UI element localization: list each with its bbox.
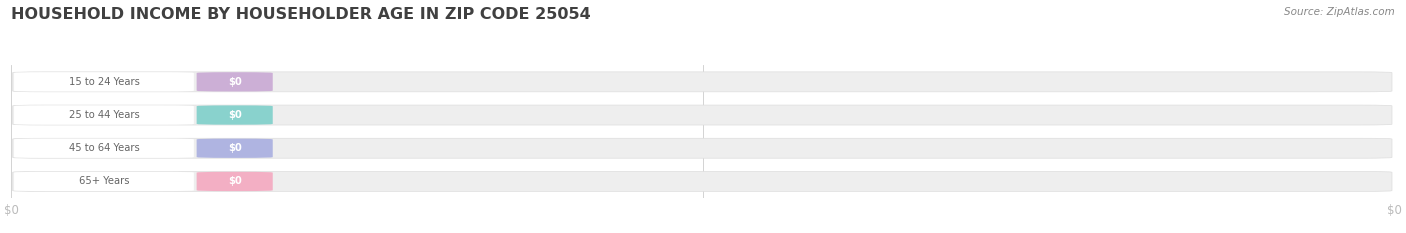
Text: $0: $0 <box>228 77 242 87</box>
Text: HOUSEHOLD INCOME BY HOUSEHOLDER AGE IN ZIP CODE 25054: HOUSEHOLD INCOME BY HOUSEHOLDER AGE IN Z… <box>11 7 591 22</box>
FancyBboxPatch shape <box>14 139 194 158</box>
FancyBboxPatch shape <box>14 72 194 92</box>
FancyBboxPatch shape <box>197 72 273 92</box>
FancyBboxPatch shape <box>13 105 1392 125</box>
Text: $0: $0 <box>228 110 242 120</box>
Text: 45 to 64 Years: 45 to 64 Years <box>69 143 139 153</box>
FancyBboxPatch shape <box>197 105 273 125</box>
Text: $0: $0 <box>228 176 242 186</box>
Text: 15 to 24 Years: 15 to 24 Years <box>69 77 139 87</box>
Text: 65+ Years: 65+ Years <box>79 176 129 186</box>
FancyBboxPatch shape <box>197 139 273 158</box>
FancyBboxPatch shape <box>197 172 273 191</box>
Text: Source: ZipAtlas.com: Source: ZipAtlas.com <box>1284 7 1395 17</box>
FancyBboxPatch shape <box>14 105 194 125</box>
Text: $0: $0 <box>228 143 242 153</box>
FancyBboxPatch shape <box>13 171 1392 192</box>
FancyBboxPatch shape <box>13 138 1392 158</box>
FancyBboxPatch shape <box>14 172 194 191</box>
Text: 25 to 44 Years: 25 to 44 Years <box>69 110 139 120</box>
FancyBboxPatch shape <box>13 72 1392 92</box>
